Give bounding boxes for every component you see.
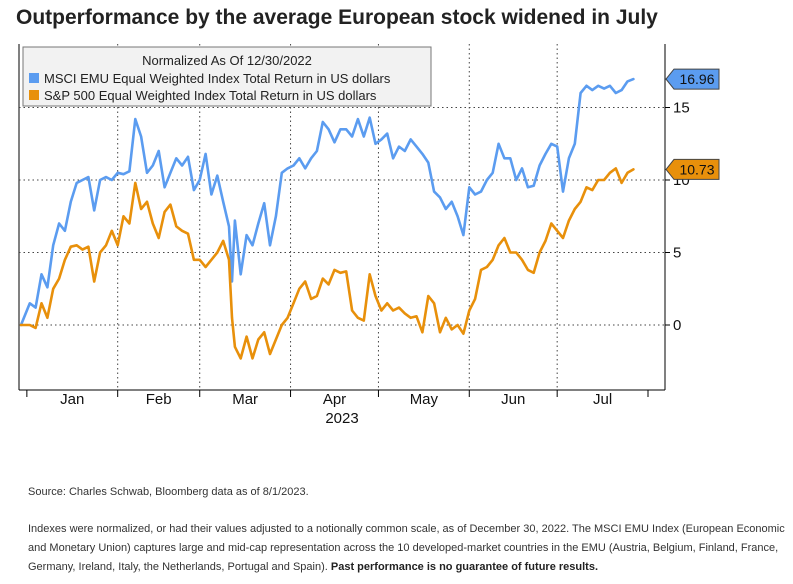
x-tick-label-jun: Jun <box>501 391 525 408</box>
x-tick-label-jul: Jul <box>593 391 612 408</box>
x-axis-year-label: 2023 <box>325 410 358 427</box>
last-value-tags: 16.96 10.73 <box>665 68 720 180</box>
sp500-line <box>19 167 635 360</box>
y-tick-label: 0 <box>673 317 681 334</box>
x-tick-label-mar: Mar <box>232 391 258 408</box>
x-tick-label-apr: Apr <box>323 391 346 408</box>
last-value-tag-msci <box>665 68 720 90</box>
msci-emu-line <box>19 77 635 327</box>
series-lines <box>19 77 635 360</box>
source-note: Source: Charles Schwab, Bloomberg data a… <box>28 486 309 498</box>
legend-label-msci: MSCI EMU Equal Weighted Index Total Retu… <box>44 71 391 86</box>
gridlines <box>19 44 665 390</box>
last-value-label-msci: 16.96 <box>679 71 714 87</box>
legend-swatch-sp500 <box>29 90 39 100</box>
footnote-text: Indexes were normalized, or had their va… <box>28 523 785 573</box>
disclaimer: Past performance is no guarantee of futu… <box>330 561 598 573</box>
y-tick-label: 5 <box>673 245 681 262</box>
legend-label-sp500: S&P 500 Equal Weighted Index Total Retur… <box>44 88 377 103</box>
last-value-label-sp500: 10.73 <box>679 161 714 177</box>
legend: Normalized As Of 12/30/2022 MSCI EMU Equ… <box>22 46 432 107</box>
chart-title: Outperformance by the average European s… <box>16 6 658 29</box>
y-tick-label: 15 <box>673 100 690 117</box>
x-tick-label-jan: Jan <box>60 391 84 408</box>
x-tick-label-feb: Feb <box>146 391 172 408</box>
legend-title: Normalized As Of 12/30/2022 <box>142 53 312 68</box>
legend-swatch-msci <box>29 73 39 83</box>
legend-box <box>22 46 432 107</box>
x-tick-label-may: May <box>410 391 439 408</box>
footnote: Indexes were normalized, or had their va… <box>28 520 788 577</box>
x-axis: Jan Feb Mar Apr May Jun Jul <box>26 390 649 408</box>
last-value-tag-sp500 <box>665 158 720 180</box>
